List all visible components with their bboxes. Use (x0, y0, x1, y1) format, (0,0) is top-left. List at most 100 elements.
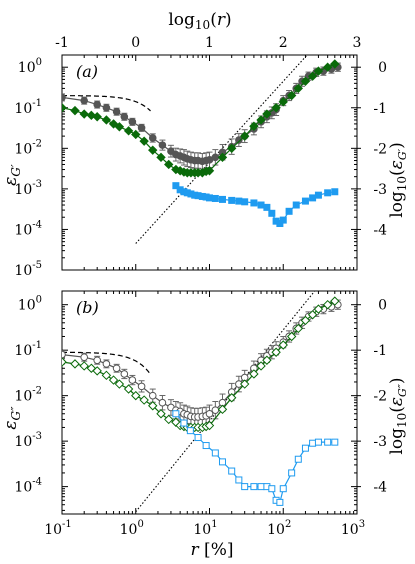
dashed-reference-curve (62, 351, 151, 375)
data-point (314, 191, 322, 199)
data-point (156, 152, 166, 163)
data-point (79, 109, 89, 119)
data-point (250, 483, 258, 491)
data-point (158, 398, 167, 407)
data-point (180, 419, 188, 427)
y-tick-label: 10-3 (14, 431, 42, 450)
data-point (139, 136, 149, 146)
x-tick-exponent: 1 (211, 519, 217, 530)
right-tick-label: 0 (378, 60, 387, 76)
data-point (307, 310, 318, 320)
data-point (226, 143, 237, 154)
right-tick-label: 0 (378, 298, 387, 314)
data-point (218, 458, 226, 466)
data-point (114, 379, 125, 389)
data-point (70, 105, 80, 116)
data-point (80, 96, 89, 105)
y-tick-label: 10-4 (14, 219, 42, 238)
data-point (285, 207, 293, 215)
y-tick-exponent: -5 (32, 260, 42, 271)
plot-area (62, 55, 342, 244)
data-point (241, 483, 249, 491)
data-point (279, 485, 287, 493)
data-point (330, 296, 340, 306)
data-point (279, 216, 287, 224)
right-tick-label: -4 (373, 222, 387, 238)
data-point (235, 136, 243, 144)
x-tick-label: 100 (120, 519, 144, 538)
data-point (271, 103, 281, 113)
data-point (249, 121, 259, 131)
data-point (314, 438, 322, 446)
data-point (148, 145, 158, 155)
x-tick-label: 103 (341, 519, 365, 538)
data-point (120, 370, 129, 378)
top-tick-label: -1 (55, 35, 69, 51)
data-point (164, 159, 174, 170)
data-point (268, 485, 276, 493)
data-point (235, 476, 243, 484)
data-point (131, 129, 141, 140)
data-point (62, 93, 66, 102)
data-point (101, 370, 112, 381)
y-tick-exponent: -2 (32, 138, 42, 149)
data-point (288, 469, 296, 477)
data-point (301, 444, 309, 452)
data-point (148, 401, 158, 411)
panel-b-right-label: log10(εG″) (387, 377, 409, 454)
data-point (228, 467, 236, 475)
top-tick-label: 1 (205, 35, 214, 51)
data-point (331, 188, 339, 196)
svg-text:εG″: εG″ (1, 406, 23, 430)
data-point (276, 498, 284, 506)
y-tick-label: 10-1 (14, 98, 42, 117)
data-point (205, 409, 214, 418)
dashed-reference-curve (62, 95, 151, 112)
y-tick-exponent: -3 (32, 179, 42, 190)
data-point (186, 427, 194, 435)
data-point (131, 390, 141, 401)
data-point (202, 442, 210, 450)
data-point (123, 384, 134, 394)
data-point (128, 376, 137, 384)
data-point (262, 355, 272, 365)
svg-text:r [%]: r [%] (191, 540, 234, 560)
right-tick-label: -2 (373, 141, 387, 157)
top-tick-label: 0 (131, 35, 140, 51)
data-point (128, 118, 137, 126)
data-point (158, 141, 167, 149)
data-point (93, 100, 101, 109)
data-point (204, 420, 215, 431)
data-point (322, 62, 333, 72)
plot-area (62, 291, 342, 513)
svg-text:log10(εG″): log10(εG″) (387, 377, 409, 454)
data-point (164, 414, 174, 425)
data-point (218, 195, 226, 203)
data-point (156, 409, 166, 419)
x-tick-label: 102 (267, 519, 291, 538)
data-point (250, 199, 258, 207)
data-point (211, 406, 220, 414)
svg-text:log10(r): log10(r) (168, 10, 231, 32)
data-point (256, 361, 266, 371)
series-line (62, 304, 339, 418)
data-point (268, 209, 276, 217)
data-point (139, 395, 149, 405)
data-point (108, 375, 119, 385)
y-tick-label: 10-1 (14, 340, 42, 359)
x-tick-exponent: 2 (285, 519, 291, 530)
data-point (112, 364, 121, 373)
data-point (249, 369, 259, 379)
data-point (70, 359, 80, 369)
data-point (309, 439, 317, 447)
data-point (301, 197, 309, 205)
data-point (79, 361, 89, 371)
svg-text:log10(εG′): log10(εG′) (387, 142, 409, 218)
y-tick-exponent: -4 (32, 219, 42, 230)
y-tick-label: 10-2 (14, 138, 42, 157)
right-tick-label: -2 (373, 389, 387, 405)
data-point (263, 203, 271, 211)
svg-text:εG′: εG′ (1, 164, 23, 186)
